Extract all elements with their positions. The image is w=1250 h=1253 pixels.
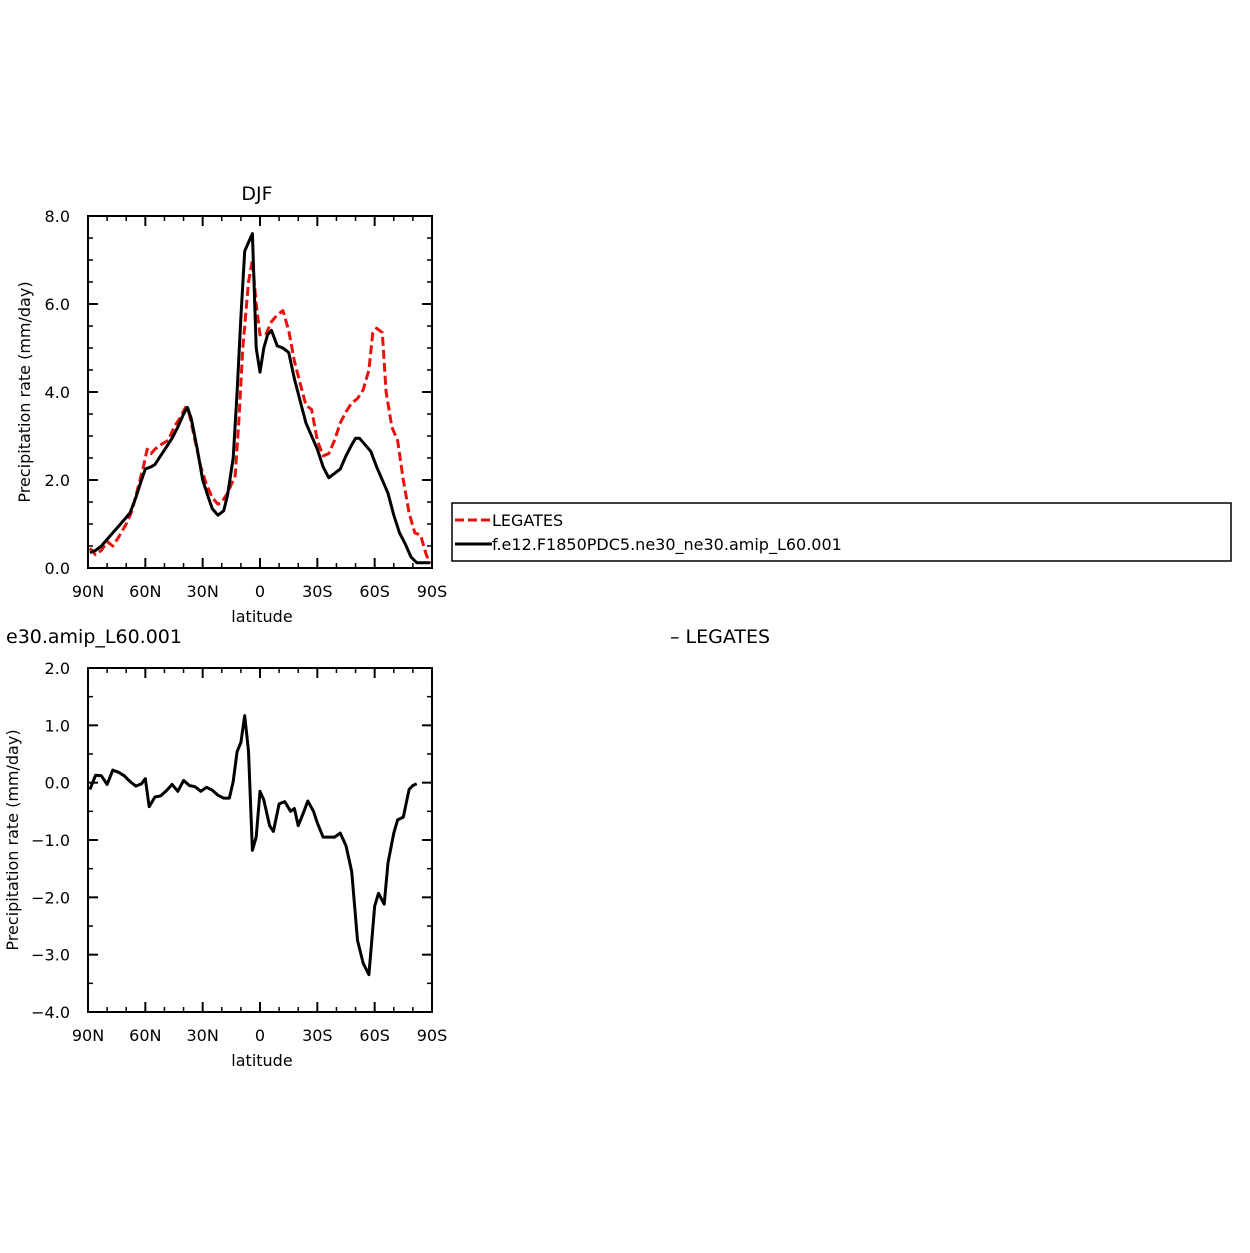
x-tick-label: 90S	[417, 582, 448, 601]
x-axis-label: latitude	[231, 607, 292, 626]
difference-panel: e30.amip_L60.001 – LEGATES 90N 60N 30N 0 30S 60…	[3, 626, 770, 1070]
y-tick-label: 6.0	[45, 295, 70, 314]
legend-label: f.e12.F1850PDC5.ne30_ne30.amip_L60.001	[492, 535, 842, 555]
y-tick-label: 0.0	[45, 559, 70, 578]
plot-frame	[87, 215, 433, 569]
y-axis-label: Precipitation rate (mm/day)	[15, 281, 34, 502]
y-tick-label: −3.0	[31, 946, 70, 965]
x-tick-label: 30N	[187, 582, 219, 601]
plot-frame	[87, 667, 433, 1013]
x-tick-label: 60S	[359, 1026, 390, 1045]
series-line-legates	[88, 258, 432, 565]
chart-title: e30.amip_L60.001	[6, 626, 182, 648]
x-tick-label: 90N	[72, 582, 104, 601]
y-tick-label: 8.0	[45, 207, 70, 226]
x-tick-label: 30N	[187, 1026, 219, 1045]
x-tick-label: 0	[255, 1026, 265, 1045]
series-line-difference	[88, 714, 418, 977]
series-line-model	[89, 232, 431, 565]
chart-title-right: – LEGATES	[670, 626, 770, 648]
legend-label: LEGATES	[492, 511, 563, 530]
chart-title: DJF	[241, 183, 272, 205]
y-tick-label: 2.0	[45, 659, 70, 678]
y-tick-label: −2.0	[31, 888, 70, 907]
y-axis-label: Precipitation rate (mm/day)	[3, 729, 22, 950]
y-tick-label: 0.0	[45, 774, 70, 793]
y-tick-label: −1.0	[31, 831, 70, 850]
djf-precipitation-panel: DJF 90N 60N 30N 0 30S 60S 90S 0.0 2.0 4.0 6.0 8.0 lat…	[15, 183, 447, 626]
x-tick-label: 60S	[359, 582, 390, 601]
y-tick-label: 1.0	[45, 716, 70, 735]
y-tick-label: 2.0	[45, 471, 70, 490]
x-axis-label: latitude	[231, 1051, 292, 1070]
x-tick-label: 30S	[302, 1026, 333, 1045]
x-tick-label: 90S	[417, 1026, 448, 1045]
y-tick-label: 4.0	[45, 383, 70, 402]
x-tick-label: 60N	[129, 582, 161, 601]
x-tick-label: 30S	[302, 582, 333, 601]
x-tick-label: 0	[255, 582, 265, 601]
legend-box	[451, 502, 1232, 562]
x-tick-label: 90N	[72, 1026, 104, 1045]
x-tick-label: 60N	[129, 1026, 161, 1045]
y-tick-label: −4.0	[31, 1003, 70, 1022]
legend: LEGATES f.e12.F1850PDC5.ne30_ne30.amip_L6…	[451, 502, 1232, 562]
